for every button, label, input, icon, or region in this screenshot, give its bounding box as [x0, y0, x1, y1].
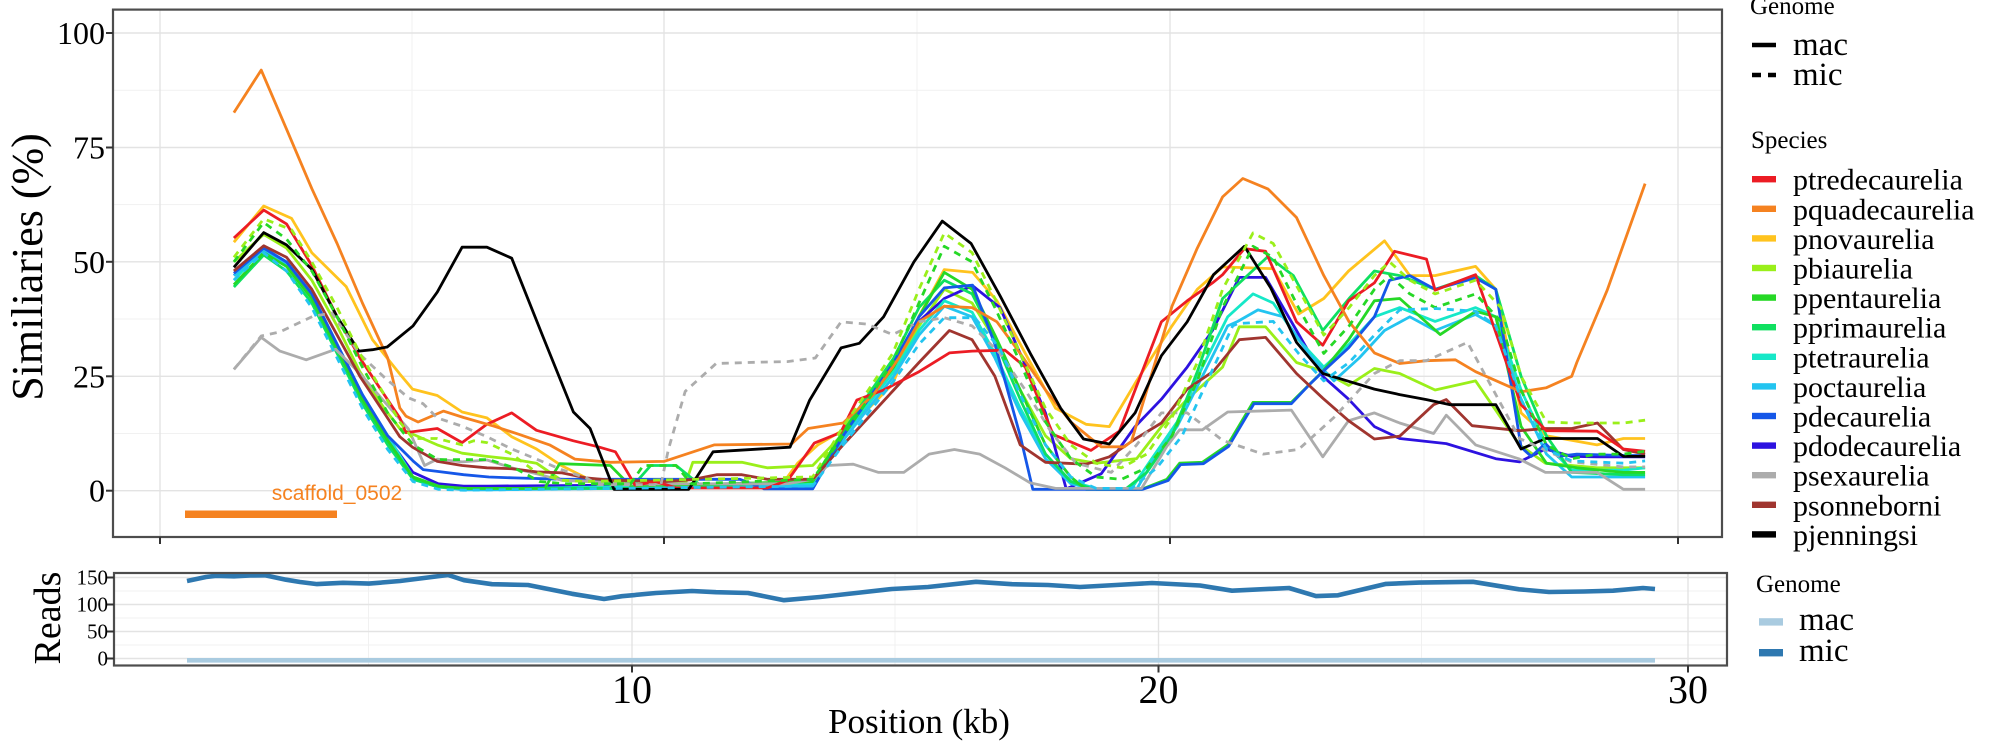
svg-text:pdodecaurelia: pdodecaurelia: [1793, 430, 1961, 463]
svg-text:poctaurelia: poctaurelia: [1793, 371, 1926, 404]
svg-text:pbiaurelia: pbiaurelia: [1793, 253, 1913, 286]
svg-text:mac: mac: [1799, 602, 1854, 638]
svg-text:20: 20: [1139, 667, 1179, 712]
svg-text:100: 100: [57, 15, 105, 51]
svg-text:Species: Species: [1751, 127, 1827, 154]
svg-text:0: 0: [98, 647, 109, 671]
svg-text:25: 25: [73, 358, 105, 394]
svg-text:mac: mac: [1793, 27, 1848, 63]
svg-text:pdecaurelia: pdecaurelia: [1793, 401, 1931, 434]
svg-text:150: 150: [77, 566, 109, 590]
svg-text:mic: mic: [1799, 633, 1848, 669]
svg-text:ptredecaurelia: ptredecaurelia: [1793, 164, 1963, 197]
svg-text:ptetraurelia: ptetraurelia: [1793, 341, 1930, 374]
svg-text:50: 50: [87, 620, 108, 644]
svg-text:pprimaurelia: pprimaurelia: [1793, 312, 1946, 345]
svg-text:mic: mic: [1793, 57, 1842, 93]
svg-text:Similiaries (%): Similiaries (%): [3, 133, 52, 401]
svg-text:pnovaurelia: pnovaurelia: [1793, 223, 1935, 256]
svg-text:75: 75: [73, 130, 105, 166]
svg-text:Position (kb): Position (kb): [828, 702, 1010, 741]
svg-text:psonneborni: psonneborni: [1793, 489, 1941, 522]
svg-text:100: 100: [77, 593, 109, 617]
svg-text:Genome: Genome: [1756, 571, 1841, 598]
svg-text:30: 30: [1668, 667, 1708, 712]
svg-text:0: 0: [89, 473, 105, 509]
svg-text:ppentaurelia: ppentaurelia: [1793, 282, 1941, 315]
svg-text:Genome: Genome: [1750, 0, 1835, 20]
svg-text:scaffold_0502: scaffold_0502: [272, 482, 402, 505]
svg-text:pquadecaurelia: pquadecaurelia: [1793, 193, 1975, 226]
svg-text:psexaurelia: psexaurelia: [1793, 460, 1930, 493]
svg-text:Reads: Reads: [27, 572, 69, 665]
svg-text:pjenningsi: pjenningsi: [1793, 519, 1918, 552]
svg-text:10: 10: [612, 667, 652, 712]
svg-text:50: 50: [73, 244, 105, 280]
